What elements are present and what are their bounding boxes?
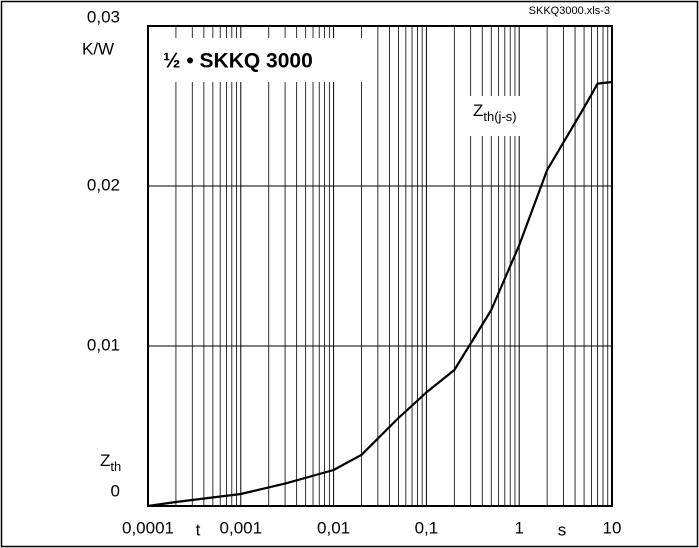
y-unit: K/W [82,39,114,58]
title-bg [160,38,370,82]
y-label-sub: th [110,459,121,474]
x-label: t [196,520,201,539]
series-label: Zth(j-s) [473,101,517,124]
y-label-main: Z [100,451,110,470]
file-label: SKKQ3000.xls-3 [529,5,610,17]
y-tick-label: 0,02 [87,175,120,194]
series-label-main: Z [473,101,483,120]
y-tick-label: 0 [111,481,120,500]
x-tick-label: 1 [514,518,523,537]
x-tick-label: 10 [603,518,622,537]
legend-bg [466,96,538,136]
y-tick-label: 0,01 [87,335,120,354]
x-tick-label: 0,01 [317,518,350,537]
x-tick-label: 0,1 [415,518,439,537]
x-tick-label: 0,0001 [122,518,174,537]
plot-frame [147,25,613,507]
y-label: Zth [100,451,121,474]
series-label-sub: th(j-s) [483,109,516,124]
chart-title: ½ • SKKQ 3000 [163,50,313,73]
x-tick-label: 0,001 [220,518,263,537]
y-tick-label: 0,03 [87,7,120,26]
x-unit: s [558,520,567,539]
series-line [147,80,613,508]
